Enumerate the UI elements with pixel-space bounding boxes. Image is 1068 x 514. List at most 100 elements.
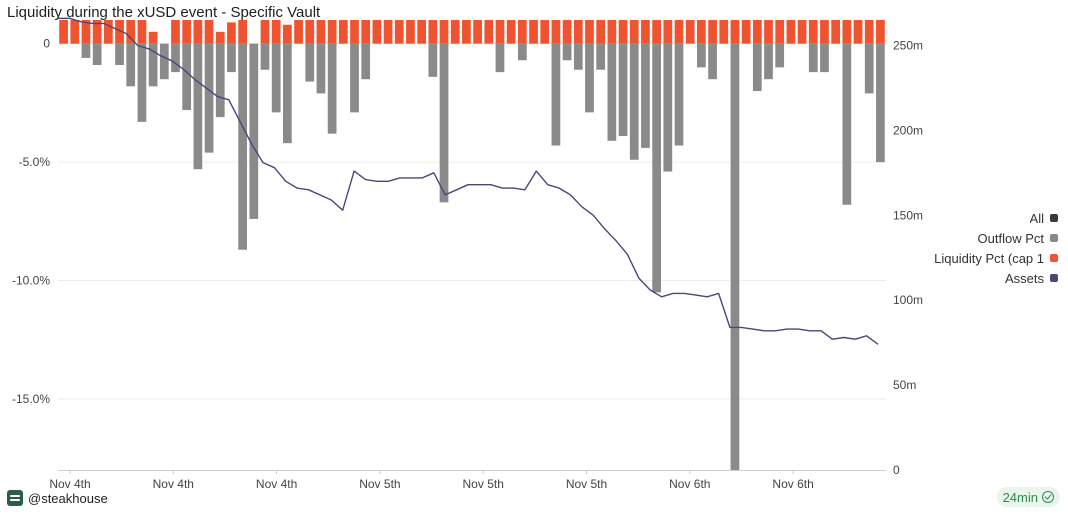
outflow-bar <box>596 43 606 70</box>
liquidity-bar <box>271 20 281 44</box>
x-tick-label: Nov 6th <box>772 477 813 490</box>
liquidity-bar <box>585 20 594 44</box>
assets-line-path <box>58 17 879 345</box>
liquidity-bar <box>674 20 684 44</box>
liquidity-bar <box>831 20 841 44</box>
liquidity-bar <box>517 20 527 44</box>
outflow-bar <box>428 43 438 77</box>
liquidity-bar <box>417 20 427 44</box>
outflow-bar <box>573 43 583 70</box>
liquidity-bar <box>652 20 661 44</box>
liquidity-bar <box>327 20 337 44</box>
liquidity-bar <box>70 20 80 44</box>
legend-item-liquidity[interactable]: Liquidity Pct (cap 1 <box>934 250 1058 266</box>
liquidity-bar <box>148 31 158 44</box>
liquidity-bar <box>394 20 404 44</box>
chart-plot: 0 -5.0% -10.0% -15.0% 0 50m 100m 150m 200m 250m No… <box>12 17 923 490</box>
outflow-bar <box>327 43 337 134</box>
y-left-tick-label: -15.0% <box>12 392 50 406</box>
outflow-bar <box>159 43 169 80</box>
liquidity-bar <box>103 20 113 44</box>
y-right-tick-label: 250m <box>893 38 923 52</box>
outflow-bar <box>92 43 102 65</box>
outflow-bar <box>283 43 292 144</box>
outflow-bar <box>585 43 594 113</box>
legend-item-assets[interactable]: Assets <box>1005 270 1058 286</box>
liquidity-bar <box>462 20 471 44</box>
liquidity-bar <box>708 20 717 44</box>
liquidity-bar <box>820 20 829 44</box>
liquidity-bar <box>629 20 639 44</box>
liquidity-bar <box>641 20 650 44</box>
liquidity-bar <box>853 20 863 44</box>
liquidity-bar <box>215 31 225 44</box>
liquidity-bar <box>797 20 807 44</box>
liquidity-bar <box>182 20 192 44</box>
liquidity-bar <box>81 20 91 44</box>
outflow-bar <box>618 43 628 137</box>
outflow-bar <box>115 43 124 65</box>
legend-label: All <box>1029 210 1044 226</box>
outflow-bar <box>775 43 785 68</box>
liquidity-bar <box>294 20 303 44</box>
x-tick-label: Nov 5th <box>566 477 607 490</box>
outflow-bar <box>764 43 773 80</box>
outflow-bar <box>697 43 706 68</box>
outflow-bar <box>607 43 617 141</box>
liquidity-bar <box>607 20 617 44</box>
refresh-status-badge[interactable]: 24min <box>996 487 1060 507</box>
x-tick-label: Nov 4th <box>49 477 90 490</box>
outflow-bar <box>495 43 505 73</box>
liquidity-bar <box>618 20 628 44</box>
liquidity-bar <box>473 20 482 44</box>
x-tick-label: Nov 4th <box>153 477 194 490</box>
steakhouse-logo-icon <box>7 490 23 506</box>
chart-title: Liquidity during the xUSD event - Specif… <box>7 4 321 21</box>
liquidity-bar <box>227 22 236 44</box>
legend-label: Assets <box>1004 270 1044 286</box>
assets-line <box>58 17 879 345</box>
outflow-bar <box>652 43 661 293</box>
liquidity-bar <box>764 20 773 44</box>
legend-swatch <box>1050 274 1058 282</box>
outflow-bar <box>126 43 136 87</box>
bars <box>59 20 885 471</box>
outflow-bar <box>193 43 203 170</box>
liquidity-bar <box>204 20 214 44</box>
outflow-bar <box>182 43 192 110</box>
liquidity-bar <box>663 20 673 44</box>
outflow-bar <box>148 43 158 87</box>
outflow-bar <box>864 43 874 94</box>
liquidity-bar <box>238 20 247 44</box>
outflow-bar <box>551 43 561 146</box>
outflow-bar <box>171 43 180 73</box>
liquidity-bar <box>137 20 147 44</box>
brand-link[interactable]: @steakhouse <box>7 490 108 506</box>
legend-swatch <box>1050 214 1058 222</box>
liquidity-bar <box>260 20 270 44</box>
legend-item-all[interactable]: All <box>1030 210 1058 226</box>
outflow-bar <box>439 43 449 203</box>
liquidity-bar <box>361 20 371 44</box>
liquidity-bar <box>484 20 494 44</box>
liquidity-bar <box>338 20 348 44</box>
outflow-bar <box>641 43 650 148</box>
outflow-bar <box>204 43 214 153</box>
outflow-bar <box>316 43 326 94</box>
outflow-bar <box>808 43 818 73</box>
liquidity-bar <box>596 20 606 44</box>
outflow-bar <box>820 43 829 73</box>
liquidity-bar <box>428 20 438 44</box>
footer: @steakhouse 24min <box>0 486 1068 514</box>
liquidity-bar <box>495 20 505 44</box>
check-circle-icon <box>1042 491 1054 503</box>
y-right-tick-label: 150m <box>893 208 923 222</box>
liquidity-bar <box>741 20 751 44</box>
liquidity-bar <box>283 24 292 44</box>
y-left-tick-label: 0 <box>43 37 50 51</box>
liquidity-bar <box>864 20 874 44</box>
outflow-bar <box>271 43 281 113</box>
outflow-bar <box>81 43 91 58</box>
legend-item-outflow[interactable]: Outflow Pct <box>978 230 1058 246</box>
liquidity-bar <box>562 20 572 44</box>
